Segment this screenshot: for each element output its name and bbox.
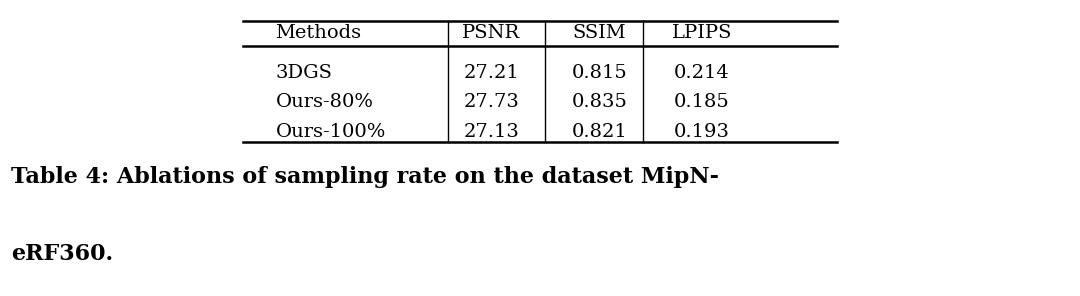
Text: 0.815: 0.815: [571, 64, 627, 81]
Text: 0.193: 0.193: [674, 123, 730, 141]
Text: 27.73: 27.73: [463, 93, 519, 111]
Text: LPIPS: LPIPS: [672, 24, 732, 41]
Text: 27.13: 27.13: [463, 123, 519, 141]
Text: 3DGS: 3DGS: [275, 64, 333, 81]
Text: 27.21: 27.21: [463, 64, 519, 81]
Text: eRF360.: eRF360.: [11, 243, 113, 265]
Text: 0.821: 0.821: [571, 123, 627, 141]
Text: 0.185: 0.185: [674, 93, 730, 111]
Text: Table 4: Ablations of sampling rate on the dataset MipN-: Table 4: Ablations of sampling rate on t…: [11, 166, 719, 188]
Text: Methods: Methods: [275, 24, 362, 41]
Text: Ours-100%: Ours-100%: [275, 123, 386, 141]
Text: SSIM: SSIM: [572, 24, 626, 41]
Text: 0.214: 0.214: [674, 64, 730, 81]
Text: PSNR: PSNR: [462, 24, 521, 41]
Text: Ours-80%: Ours-80%: [275, 93, 374, 111]
Text: 0.835: 0.835: [571, 93, 627, 111]
